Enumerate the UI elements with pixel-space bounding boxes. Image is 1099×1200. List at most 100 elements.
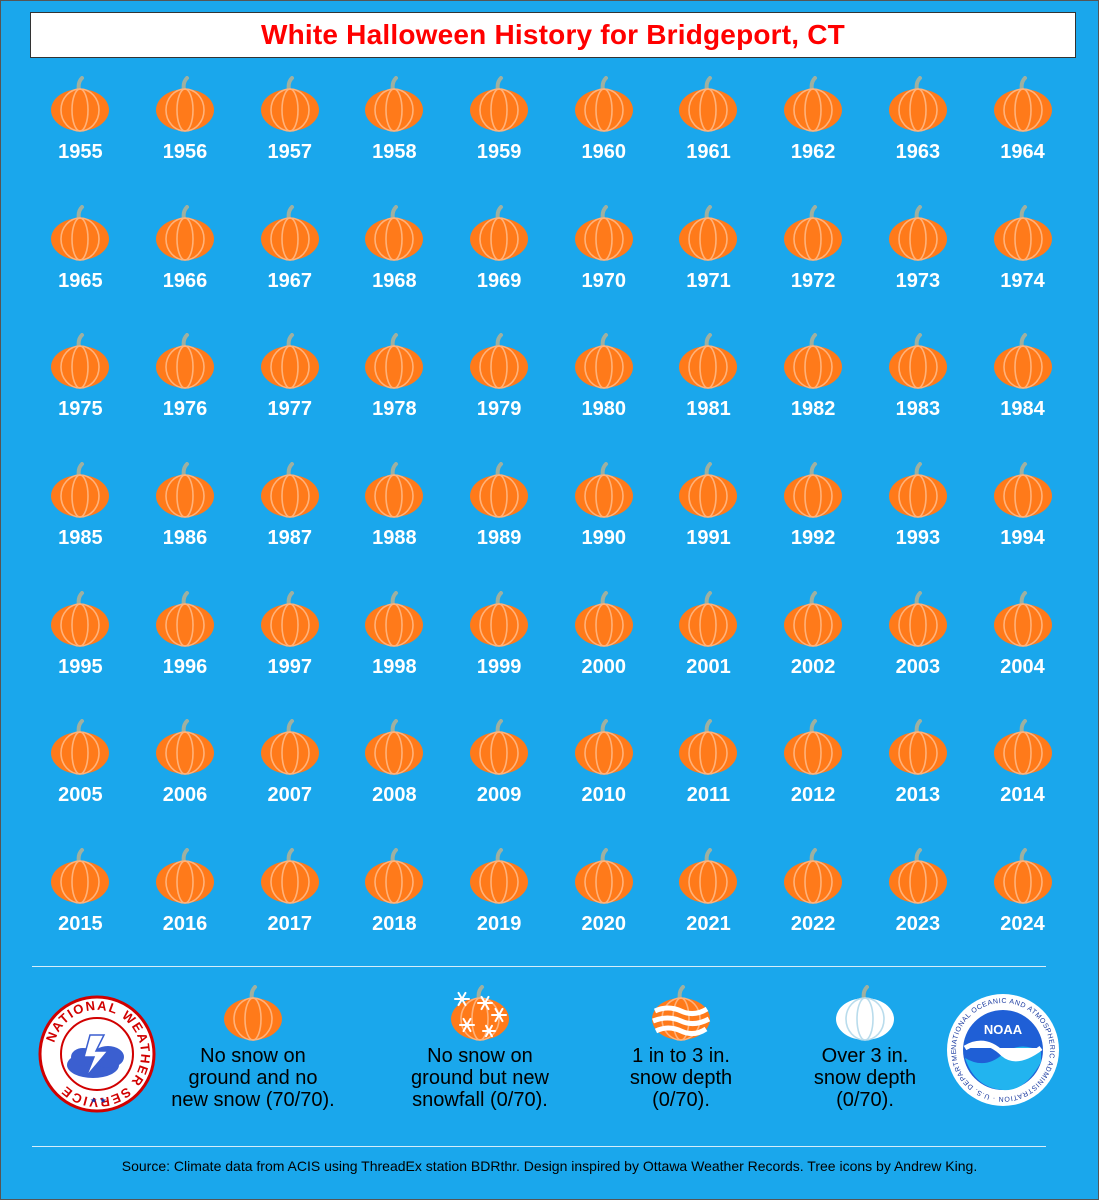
year-label: 1993 xyxy=(895,527,941,550)
orange-pumpkin-icon xyxy=(365,333,424,390)
year-cell: 1964 xyxy=(970,76,1075,205)
orange-pumpkin-icon xyxy=(365,204,424,261)
year-label: 1996 xyxy=(162,655,208,678)
year-label: 1957 xyxy=(267,141,312,163)
year-cell: 2012 xyxy=(761,719,866,848)
year-label: 1976 xyxy=(162,398,208,421)
orange-pumpkin-icon xyxy=(888,333,947,390)
year-cell: 1959 xyxy=(447,76,552,205)
year-cell: 1965 xyxy=(28,204,133,334)
year-cell: 1980 xyxy=(551,333,656,462)
year-label: 1972 xyxy=(790,269,836,292)
year-cell: 1997 xyxy=(237,590,342,720)
orange-pumpkin-icon xyxy=(156,76,215,132)
nws-logo: NATIONAL WEATHER SERVICE ★ ★ xyxy=(38,995,156,1113)
source-footer: Source: Climate data from ACIS using Thr… xyxy=(121,1158,978,1174)
year-cell: 1957 xyxy=(237,76,342,205)
orange-pumpkin-icon xyxy=(888,590,947,647)
orange-pumpkin-icon xyxy=(574,590,633,647)
orange-pumpkin-icon xyxy=(156,333,215,390)
year-cell: 1989 xyxy=(447,462,552,591)
year-label: 1981 xyxy=(686,398,731,421)
orange-pumpkin-icon xyxy=(993,848,1052,904)
year-label: 2001 xyxy=(686,655,731,678)
year-label: 1961 xyxy=(686,141,731,163)
orange-pumpkin-icon xyxy=(156,848,215,904)
orange-pumpkin-icon xyxy=(993,333,1052,390)
orange-pumpkin-icon xyxy=(470,590,529,647)
white-pumpkin-icon xyxy=(836,985,894,1041)
year-cell: 2023 xyxy=(866,848,971,977)
orange-pumpkin-icon xyxy=(784,590,843,647)
orange-pumpkin-icon xyxy=(784,719,843,776)
orange-pumpkin-icon xyxy=(260,462,319,518)
year-cell: 1991 xyxy=(656,462,761,591)
year-cell: 1981 xyxy=(656,333,761,462)
year-label: 1990 xyxy=(581,527,627,550)
year-cell: 2007 xyxy=(237,719,342,848)
orange-pumpkin-icon xyxy=(679,848,738,904)
orange-pumpkin-icon xyxy=(784,76,843,132)
year-label: 1970 xyxy=(581,269,627,292)
orange-pumpkin-icon xyxy=(679,462,738,518)
orange-pumpkin-icon xyxy=(156,719,215,776)
year-cell: 1983 xyxy=(866,333,971,462)
orange-pumpkin-icon xyxy=(365,76,424,132)
noaa-wordmark: NOAA xyxy=(984,1022,1023,1037)
year-label: 1977 xyxy=(267,398,312,421)
year-cell: 1995 xyxy=(28,590,133,720)
orange-pumpkin-icon xyxy=(365,590,424,647)
year-label: 2009 xyxy=(476,784,522,807)
year-label: 2004 xyxy=(1000,655,1045,678)
orange-pumpkin-icon xyxy=(888,76,947,132)
year-cell: 1956 xyxy=(133,76,238,205)
year-cell: 1970 xyxy=(551,204,656,334)
orange-pumpkin-icon xyxy=(993,462,1052,518)
year-cell: 1996 xyxy=(133,590,238,720)
year-cell: 2020 xyxy=(551,848,656,977)
year-label: 1979 xyxy=(476,398,522,421)
year-label: 1989 xyxy=(476,527,522,550)
noaa-logo: NATIONAL OCEANIC AND ATMOSPHERIC ADMINIS… xyxy=(945,992,1059,1106)
year-label: 1984 xyxy=(1000,398,1045,421)
year-label: 2006 xyxy=(162,784,208,807)
year-label: 1980 xyxy=(581,398,627,421)
year-label: 1962 xyxy=(790,141,836,163)
year-cell: 1978 xyxy=(342,333,447,462)
year-label: 2013 xyxy=(895,784,941,807)
year-label: 1994 xyxy=(1000,527,1045,550)
year-label: 2016 xyxy=(162,913,208,936)
year-cell: 1961 xyxy=(656,76,761,205)
year-cell: 1984 xyxy=(970,333,1075,462)
year-cell: 1988 xyxy=(342,462,447,591)
year-label: 1971 xyxy=(686,269,731,292)
orange-pumpkin-icon xyxy=(784,462,843,518)
orange-pumpkin-icon xyxy=(679,204,738,261)
year-cell: 1986 xyxy=(133,462,238,591)
year-cell: 1971 xyxy=(656,204,761,334)
orange-pumpkin-icon xyxy=(470,204,529,261)
orange-pumpkin-icon xyxy=(888,462,947,518)
year-label: 2012 xyxy=(790,784,836,807)
year-label: 1964 xyxy=(1000,141,1045,163)
year-cell: 1968 xyxy=(342,204,447,334)
orange-pumpkin-icon xyxy=(365,719,424,776)
orange-pumpkin-icon xyxy=(260,590,319,647)
year-cell: 1979 xyxy=(447,333,552,462)
year-cell: 1993 xyxy=(866,462,971,591)
year-label: 1960 xyxy=(581,141,627,163)
orange-pumpkin-icon xyxy=(156,462,215,518)
orange-pumpkin-icon xyxy=(470,76,529,132)
orange-pumpkin-icon xyxy=(993,590,1052,647)
year-cell: 2013 xyxy=(866,719,971,848)
year-cell: 2016 xyxy=(133,848,238,977)
divider-bottom xyxy=(32,1146,1046,1147)
orange-pumpkin-icon xyxy=(784,333,843,390)
title-box: White Halloween History for Bridgeport, … xyxy=(30,12,1076,58)
year-label: 1985 xyxy=(58,527,103,550)
orange-pumpkin-icon xyxy=(679,719,738,776)
year-label: 2011 xyxy=(686,784,731,807)
year-label: 2023 xyxy=(895,913,941,936)
year-label: 1973 xyxy=(895,269,941,292)
year-cell: 1958 xyxy=(342,76,447,205)
